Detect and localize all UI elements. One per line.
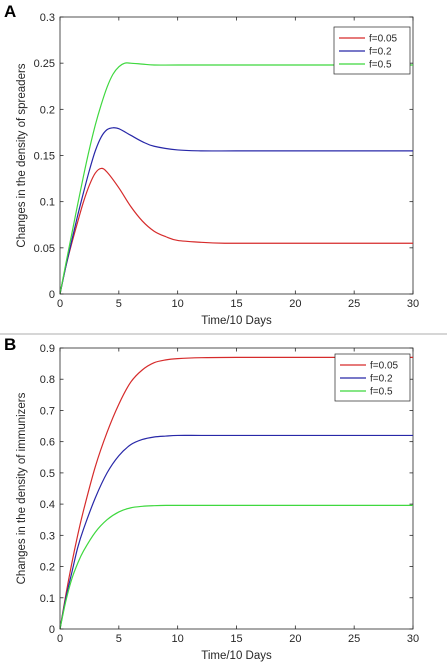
x-tick-label: 15 [230, 633, 242, 645]
legend-label: f=0.05 [369, 34, 398, 45]
y-tick-label: 0.15 [34, 151, 55, 163]
x-tick-label: 10 [172, 298, 184, 310]
panel-letter: A [4, 2, 16, 21]
y-tick-label: 0.05 [34, 243, 55, 255]
x-tick-label: 25 [348, 633, 360, 645]
y-tick-label: 0.1 [40, 197, 55, 209]
legend: f=0.05 f=0.2 f=0.5 [334, 353, 411, 402]
x-tick-label: 5 [116, 298, 122, 310]
x-tick-label: 15 [230, 298, 242, 310]
y-tick-label: 0.4 [40, 499, 55, 511]
y-tick-label: 0 [49, 624, 55, 636]
legend-label: f=0.5 [370, 387, 393, 398]
y-tick-label: 0.1 [40, 593, 55, 605]
x-ticks: 0 5 10 15 20 25 30 [57, 348, 419, 645]
x-tick-label: 10 [172, 633, 184, 645]
y-tick-label: 0.25 [34, 58, 55, 70]
y-tick-label: 0 [49, 289, 55, 301]
legend-label: f=0.05 [370, 361, 399, 372]
panel-letter: B [4, 335, 16, 354]
series-line-2 [59, 434, 413, 630]
legend-label: f=0.2 [369, 47, 392, 58]
y-tick-label: 0.5 [40, 468, 55, 480]
series-line-1 [59, 167, 413, 295]
y-ticks: 0 0.05 0.1 0.15 0.2 0.25 0.3 [34, 12, 413, 301]
series-line-3 [59, 62, 413, 295]
x-axis-label: Time/10 Days [201, 650, 272, 662]
y-axis-label: Changes in the density of spreaders [16, 63, 28, 247]
y-tick-label: 0.8 [40, 374, 55, 386]
series-layer [59, 356, 413, 630]
x-tick-label: 0 [57, 633, 63, 645]
legend-label: f=0.5 [369, 60, 392, 71]
y-tick-label: 0.6 [40, 437, 55, 449]
x-tick-label: 20 [289, 633, 301, 645]
y-tick-label: 0.9 [40, 343, 55, 355]
panel-a: A 0 5 10 15 20 25 30 0 0.05 0.1 0.15 0.2 0.25 0.3 Ti… [4, 2, 419, 327]
y-tick-label: 0.7 [40, 405, 55, 417]
series-layer [59, 62, 413, 295]
y-tick-label: 0.2 [40, 104, 55, 116]
y-tick-label: 0.3 [40, 530, 55, 542]
x-tick-label: 20 [289, 298, 301, 310]
panel-b: B 0 5 10 15 20 25 30 0 0.1 0.2 0.3 0.4 0.5 0.6 0.7 0.8… [4, 335, 419, 662]
x-axis-label: Time/10 Days [201, 315, 272, 327]
x-tick-label: 30 [407, 298, 419, 310]
x-tick-label: 25 [348, 298, 360, 310]
y-tick-label: 0.3 [40, 12, 55, 24]
x-tick-label: 5 [116, 633, 122, 645]
y-tick-label: 0.2 [40, 562, 55, 574]
series-line-3 [59, 504, 413, 630]
series-line-1 [59, 356, 413, 630]
legend-label: f=0.2 [370, 374, 393, 385]
series-line-2 [59, 127, 413, 295]
y-axis-label: Changes in the density of immunizers [16, 392, 28, 584]
x-tick-label: 30 [407, 633, 419, 645]
x-tick-label: 0 [57, 298, 63, 310]
legend: f=0.05 f=0.2 f=0.5 [333, 26, 411, 75]
x-ticks: 0 5 10 15 20 25 30 [57, 17, 419, 310]
